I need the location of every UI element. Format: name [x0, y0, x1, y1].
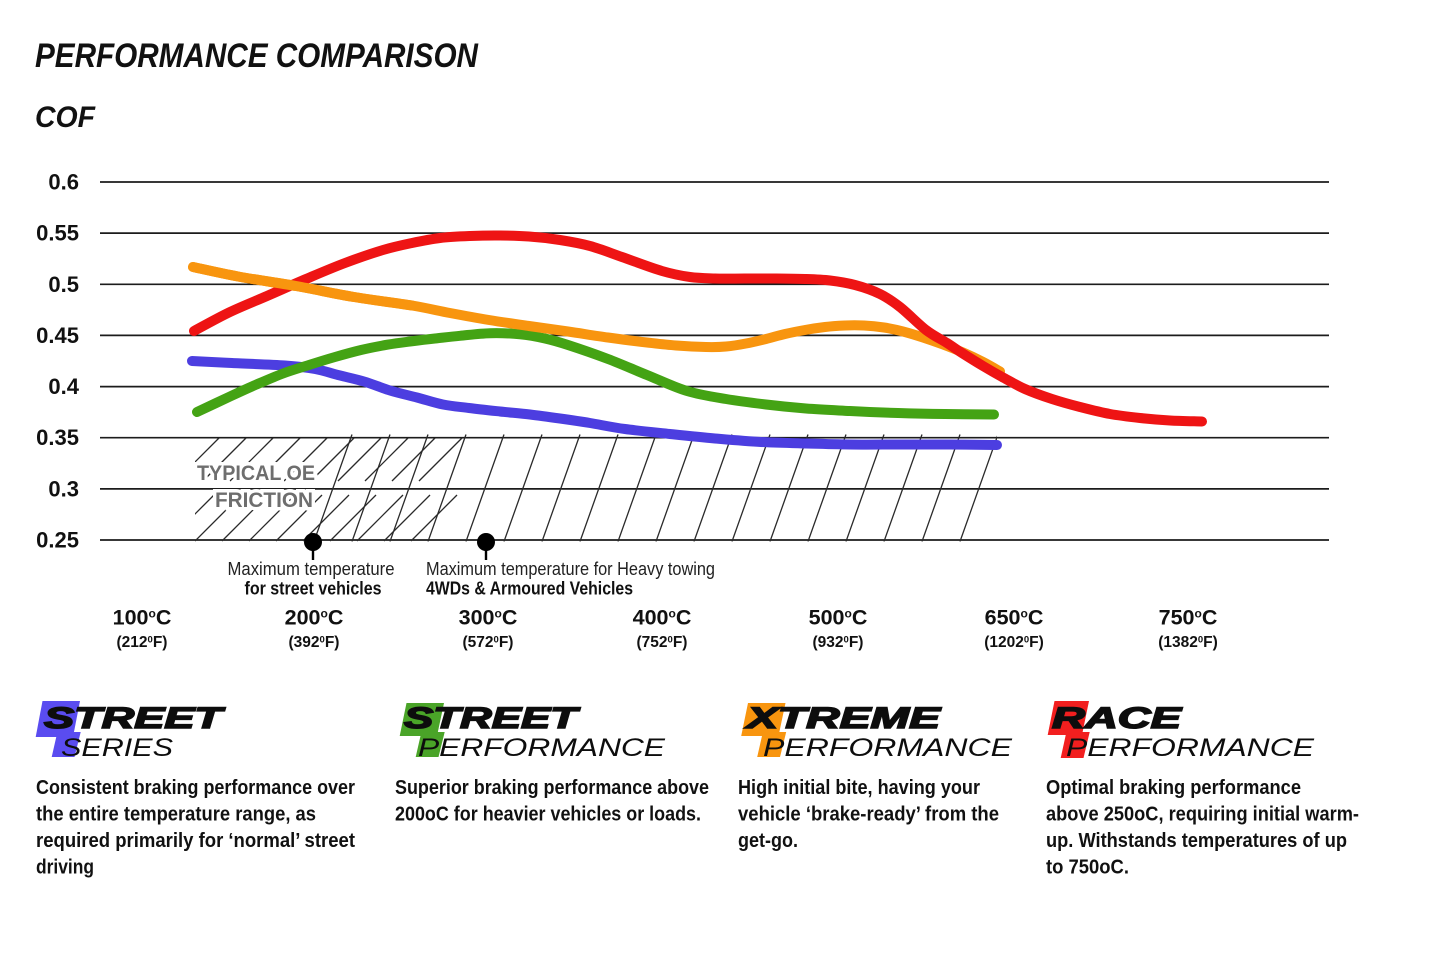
svg-text:(9320F): (9320F) [813, 634, 864, 651]
svg-text:200oC: 200oC [285, 606, 344, 630]
svg-text:(13820F): (13820F) [1158, 634, 1218, 651]
svg-text:200oC for heavier vehicles or: 200oC for heavier vehicles or loads. [395, 804, 701, 826]
svg-text:PERFORMANCE: PERFORMANCE [418, 734, 665, 762]
svg-text:STREET: STREET [44, 702, 226, 735]
svg-text:Optimal braking performance: Optimal braking performance [1046, 777, 1301, 799]
svg-text:300oC: 300oC [459, 606, 518, 630]
svg-text:above 250oC, requiring initial: above 250oC, requiring initial warm- [1046, 804, 1359, 826]
svg-text:(2120F): (2120F) [117, 634, 168, 651]
svg-text:0.55: 0.55 [36, 221, 79, 246]
svg-text:750oC: 750oC [1159, 606, 1218, 630]
svg-text:(5720F): (5720F) [463, 634, 514, 651]
svg-text:vehicle ‘brake-ready’ from the: vehicle ‘brake-ready’ from the [738, 804, 999, 826]
svg-text:RACE: RACE [1052, 702, 1182, 735]
svg-text:0.45: 0.45 [36, 323, 79, 348]
svg-text:to 750oC.: to 750oC. [1046, 857, 1129, 879]
svg-text:COF: COF [35, 101, 96, 134]
svg-text:0.3: 0.3 [48, 476, 79, 501]
svg-text:up. Withstands temperatures of: up. Withstands temperatures of up [1046, 830, 1347, 852]
svg-text:Maximum temperature: Maximum temperature [228, 558, 395, 579]
svg-text:required primarily for ‘normal: required primarily for ‘normal’ street [36, 830, 355, 852]
svg-text:(3920F): (3920F) [289, 634, 340, 651]
svg-text:400oC: 400oC [633, 606, 692, 630]
svg-text:(12020F): (12020F) [984, 634, 1044, 651]
svg-text:the entire temperature range,: the entire temperature range, as [36, 804, 316, 826]
svg-text:PERFORMANCE COMPARISON: PERFORMANCE COMPARISON [35, 37, 479, 75]
svg-text:Superior braking performance a: Superior braking performance above [395, 777, 709, 799]
svg-text:0.6: 0.6 [48, 170, 79, 195]
svg-text:FRICTION: FRICTION [215, 488, 313, 512]
svg-text:0.25: 0.25 [36, 528, 79, 553]
svg-text:for street vehicles: for street vehicles [245, 578, 382, 599]
svg-text:SERIES: SERIES [61, 734, 173, 762]
svg-text:PERFORMANCE: PERFORMANCE [1066, 734, 1314, 762]
svg-text:PERFORMANCE: PERFORMANCE [763, 734, 1012, 762]
svg-text:4WDs & Armoured Vehicles: 4WDs & Armoured Vehicles [426, 578, 633, 599]
svg-text:driving: driving [36, 857, 94, 879]
svg-text:XTREME: XTREME [744, 702, 942, 735]
svg-text:100oC: 100oC [113, 606, 172, 630]
svg-text:0.5: 0.5 [48, 272, 79, 297]
svg-text:STREET: STREET [404, 702, 581, 735]
svg-text:High initial bite, having your: High initial bite, having your [738, 777, 980, 799]
svg-text:500oC: 500oC [809, 606, 868, 630]
svg-text:TYPICAL OE: TYPICAL OE [197, 461, 315, 485]
svg-text:0.35: 0.35 [36, 425, 79, 450]
svg-text:Maximum temperature for Heavy: Maximum temperature for Heavy towing [426, 558, 715, 579]
svg-text:Consistent braking performance: Consistent braking performance over [36, 777, 355, 799]
svg-text:get-go.: get-go. [738, 830, 798, 852]
svg-text:(7520F): (7520F) [637, 634, 688, 651]
svg-text:0.4: 0.4 [48, 374, 79, 399]
svg-text:650oC: 650oC [985, 606, 1044, 630]
